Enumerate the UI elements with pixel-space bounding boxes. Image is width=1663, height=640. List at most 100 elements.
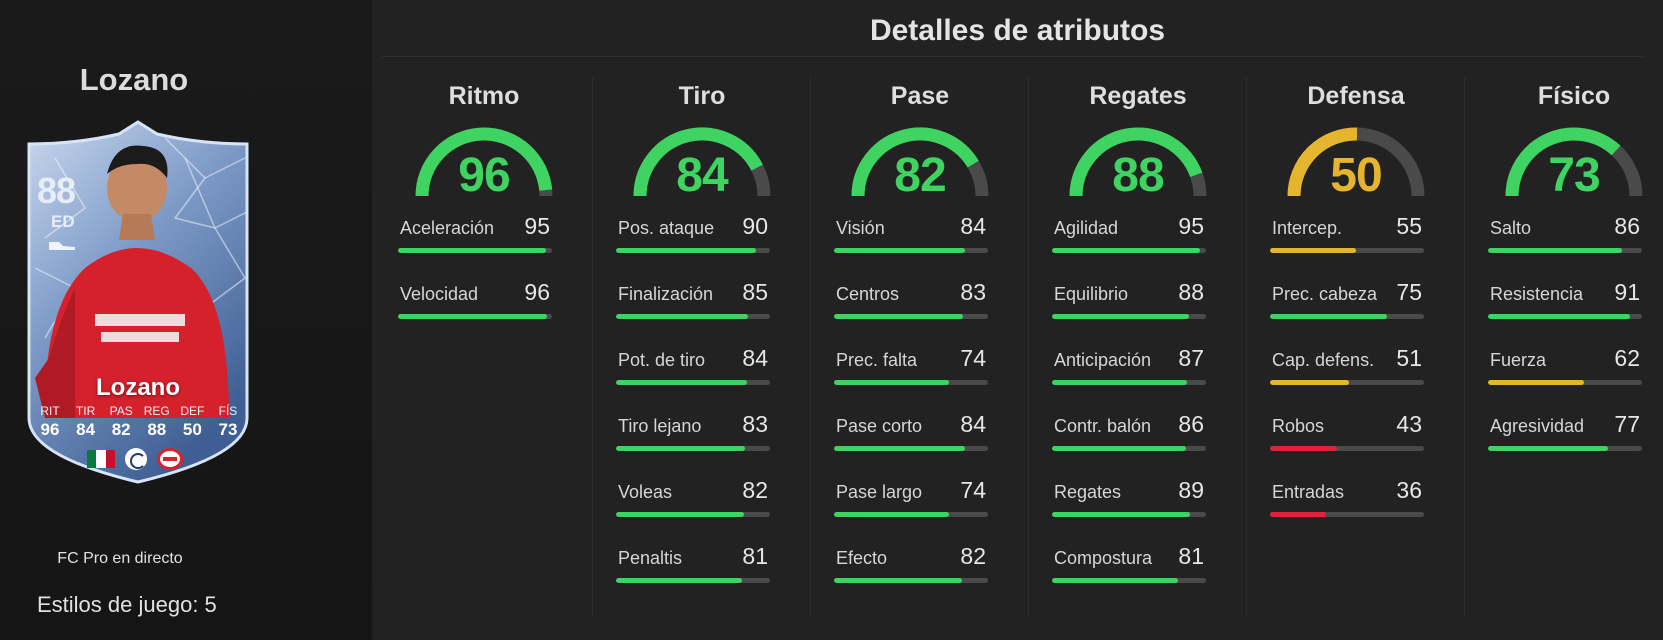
attribute-label: Velocidad (400, 284, 479, 304)
attribute-bar (1052, 380, 1206, 385)
attribute-row[interactable]: Pot. de tiro 84 (616, 340, 792, 400)
attribute-row[interactable]: Cap. defens. 51 (1270, 340, 1446, 400)
attribute-bar-fill (1488, 314, 1630, 319)
player-name: Lozano (79, 62, 189, 97)
attribute-row[interactable]: Robos 43 (1270, 406, 1446, 466)
attribute-row[interactable]: Efecto 82 (834, 538, 1010, 598)
gauge (1069, 127, 1207, 197)
attribute-value: 81 (742, 543, 768, 569)
attribute-row[interactable]: Equilibrio 88 (1052, 274, 1228, 334)
attribute-row[interactable]: Fuerza 62 (1488, 340, 1663, 400)
category-pase[interactable]: Pase 82 Visión 84 Centros 83 Prec. falta 74 Pase… (822, 72, 1018, 632)
attribute-bar (398, 248, 552, 253)
category-fisico[interactable]: Físico 73 Salto 86 Resistencia 91 Fuerza 62 Agre… (1476, 72, 1663, 632)
gauge (851, 127, 989, 197)
attribute-bar (616, 314, 770, 319)
attribute-value: 51 (1396, 345, 1422, 371)
attribute-row[interactable]: Aceleración 95 (398, 208, 574, 268)
gauge-fill (1287, 127, 1358, 197)
attribute-row[interactable]: Pase corto 84 (834, 406, 1010, 466)
attribute-row[interactable]: Intercep. 55 (1270, 208, 1446, 268)
player-card[interactable]: 88 ED Lozano RIT 96 TIR 84 PAS 82 REG 88 (15, 118, 261, 490)
attribute-row[interactable]: Contr. balón 86 (1052, 406, 1228, 466)
attribute-label: Prec. cabeza (1272, 284, 1378, 304)
category-tiro[interactable]: Tiro 84 Pos. ataque 90 Finalización 85 Pot. de… (604, 72, 800, 632)
attribute-row[interactable]: Pase largo 74 (834, 472, 1010, 532)
attribute-label: Tiro lejano (618, 416, 702, 436)
category-divider (1246, 76, 1247, 616)
attribute-row[interactable]: Agresividad 77 (1488, 406, 1663, 466)
attribute-bar (616, 578, 770, 583)
card-rating: 88 (37, 170, 76, 211)
attribute-row[interactable]: Salto 86 (1488, 208, 1663, 268)
attribute-row[interactable]: Agilidad 95 (1052, 208, 1228, 268)
attribute-bar-fill (834, 578, 962, 583)
attribute-bar-fill (616, 446, 746, 451)
category-regates[interactable]: Regates 88 Agilidad 95 Equilibrio 88 Anticipac… (1040, 72, 1236, 632)
attribute-label: Agilidad (1054, 218, 1119, 238)
attribute-row[interactable]: Tiro lejano 83 (616, 406, 792, 466)
category-name: Defensa (1307, 82, 1405, 110)
attribute-value: 85 (742, 279, 768, 305)
category-divider (592, 76, 593, 616)
card-type-label: FC Pro en directo (57, 550, 183, 567)
attribute-bar-fill (1270, 512, 1326, 517)
attribute-row[interactable]: Velocidad 96 (398, 274, 574, 334)
attribute-row[interactable]: Regates 89 (1052, 472, 1228, 532)
attribute-bar-fill (1052, 446, 1186, 451)
attribute-bar-fill (834, 380, 950, 385)
attribute-label: Equilibrio (1054, 284, 1129, 304)
attribute-row[interactable]: Finalización 85 (616, 274, 792, 334)
card-stat-label: DEF (180, 404, 205, 418)
attribute-row[interactable]: Anticipación 87 (1052, 340, 1228, 400)
attribute-bar-fill (1052, 314, 1189, 319)
attribute-row[interactable]: Centros 83 (834, 274, 1010, 334)
attribute-value: 88 (1178, 279, 1204, 305)
attribute-label: Finalización (618, 284, 714, 304)
attribute-row[interactable]: Visión 84 (834, 208, 1010, 268)
attribute-bar (616, 248, 770, 253)
gauge (1287, 127, 1425, 197)
attribute-bar-fill (834, 446, 965, 451)
attribute-row[interactable]: Compostura 81 (1052, 538, 1228, 598)
attribute-bar (1270, 314, 1424, 319)
attribute-value: 36 (1396, 477, 1422, 503)
attribute-row[interactable]: Prec. falta 74 (834, 340, 1010, 400)
attribute-row[interactable]: Penaltis 81 (616, 538, 792, 598)
card-stat-reg: REG 88 (140, 404, 174, 440)
attribute-bar-fill (398, 248, 546, 253)
club-badge-icon (157, 448, 183, 470)
player-panel: Lozano (0, 0, 372, 640)
category-defensa[interactable]: Defensa 50 Intercep. 55 Prec. cabeza 75 Cap. d… (1258, 72, 1454, 632)
card-stat-label: TIR (75, 404, 96, 418)
attribute-bar (398, 314, 552, 319)
attribute-row[interactable]: Resistencia 91 (1488, 274, 1663, 334)
attribute-label: Fuerza (1490, 350, 1547, 370)
attribute-bar-fill (1052, 248, 1200, 253)
attribute-value: 91 (1614, 279, 1640, 305)
attribute-row[interactable]: Entradas 36 (1270, 472, 1446, 532)
category-value: 96 (458, 149, 510, 202)
attribute-value: 90 (742, 213, 768, 239)
mexico-flag-icon (87, 450, 115, 468)
attribute-row[interactable]: Voleas 82 (616, 472, 792, 532)
play-styles-count[interactable]: Estilos de juego: 5 (37, 592, 217, 617)
attribute-bar (834, 314, 988, 319)
attribute-value: 83 (960, 279, 986, 305)
attribute-bar-fill (1270, 380, 1350, 385)
attribute-bar-fill (616, 314, 749, 319)
category-ritmo[interactable]: Ritmo 96 Aceleración 95 Velocidad 96 (386, 72, 582, 632)
attribute-value: 81 (1178, 543, 1204, 569)
attribute-bar-fill (1488, 248, 1622, 253)
attribute-bar (834, 380, 988, 385)
gauge-fill (851, 127, 979, 197)
card-stat-label: RIT (40, 404, 60, 418)
attribute-bar (1052, 314, 1206, 319)
attribute-bar (1488, 248, 1642, 253)
card-stat-value: 50 (182, 420, 202, 439)
attribute-label: Centros (836, 284, 900, 304)
attribute-label: Pase corto (836, 416, 923, 436)
attribute-row[interactable]: Prec. cabeza 75 (1270, 274, 1446, 334)
card-stat-fis: FÍS 73 (211, 404, 245, 440)
attribute-row[interactable]: Pos. ataque 90 (616, 208, 792, 268)
